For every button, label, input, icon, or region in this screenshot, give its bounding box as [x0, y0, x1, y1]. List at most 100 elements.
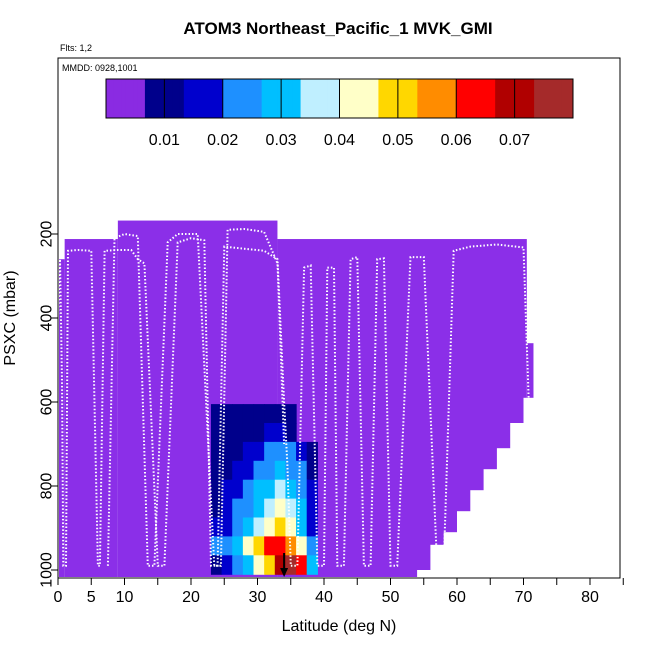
heat-cell: [253, 517, 265, 537]
heat-cell: [221, 555, 233, 575]
x-tick-label: 5: [87, 589, 96, 606]
heat-cell: [232, 441, 244, 462]
colorbar-segment: [183, 79, 189, 118]
colorbar-segment: [195, 79, 200, 118]
colorbar-segment: [335, 79, 340, 118]
colorbar-segment: [191, 79, 197, 118]
heat-cell: [274, 498, 287, 519]
colorbar-segment: [109, 79, 115, 118]
heat-cell: [296, 460, 308, 481]
colorbar-segment: [238, 79, 243, 118]
colorbar-segment: [537, 79, 543, 118]
colorbar-segment: [269, 79, 274, 118]
heat-cell: [253, 536, 265, 556]
colorbar-segment: [246, 79, 251, 118]
heat-cell: [264, 536, 276, 556]
colorbar-tick-label: 0.01: [149, 132, 180, 149]
y-tick-label: 600: [39, 389, 56, 416]
heat-cell: [210, 404, 223, 424]
colorbar-segment: [164, 79, 169, 118]
colorbar-segment: [495, 79, 500, 118]
colorbar-segment: [436, 79, 442, 118]
colorbar-segment: [530, 79, 535, 118]
colorbar-segment: [432, 79, 438, 118]
heat-cell: [306, 441, 318, 462]
colorbar-segment: [502, 79, 508, 118]
colorbar-segment: [358, 79, 364, 118]
heat-cell: [210, 423, 223, 443]
heat-cell: [296, 498, 308, 519]
colorbar-segment: [106, 79, 111, 118]
heat-cell: [264, 423, 276, 443]
colorbar-segment: [172, 79, 177, 118]
colorbar-segment: [152, 79, 158, 118]
flights-label: Flts: 1,2: [60, 43, 92, 53]
colorbar-segment: [249, 79, 255, 118]
colorbar-segment: [569, 79, 574, 118]
colorbar-segment: [222, 79, 228, 118]
x-tick-label: 80: [581, 589, 599, 606]
colorbar-segment: [545, 79, 551, 118]
heat-cell: [242, 423, 255, 443]
colorbar-segment: [331, 79, 337, 118]
colorbar-segment: [440, 79, 446, 118]
y-tick-label: 1000: [39, 552, 56, 588]
y-tick-label: 200: [39, 221, 56, 248]
colorbar-segment: [179, 79, 185, 118]
heat-cell: [242, 441, 255, 462]
colorbar-segment: [230, 79, 235, 118]
arrow-head: [280, 568, 289, 577]
colorbar-segment: [300, 79, 305, 118]
x-tick-label: 30: [249, 589, 267, 606]
colorbar-segment: [168, 79, 173, 118]
colorbar-segment: [471, 79, 477, 118]
heat-cell: [221, 498, 233, 519]
colorbar-segment: [487, 79, 492, 118]
heat-cell: [253, 498, 265, 519]
colorbar-segment: [133, 79, 138, 118]
heat-cell: [210, 517, 223, 537]
y-axis-label: PSXC (mbar): [2, 270, 19, 365]
location-arrow: [280, 553, 289, 577]
colorbar-segment: [141, 79, 146, 118]
colorbar-segment: [374, 79, 379, 118]
heat-cell: [253, 479, 265, 500]
heat-cell: [285, 479, 297, 500]
colorbar-segment: [226, 79, 232, 118]
heat-cell: [264, 441, 276, 462]
colorbar-segment: [320, 79, 325, 118]
colorbar-tick-label: 0.02: [207, 132, 238, 149]
colorbar-segment: [218, 79, 224, 118]
x-tick-label: 60: [448, 589, 466, 606]
white-step-8: [417, 570, 536, 578]
heat-cell: [221, 460, 233, 481]
colorbar-segment: [561, 79, 566, 118]
colorbar-segment: [144, 79, 150, 118]
colorbar: [105, 78, 574, 119]
colorbar-segment: [378, 79, 383, 118]
x-tick-label: 50: [382, 589, 400, 606]
heat-cell: [221, 517, 233, 537]
heat-cell: [232, 536, 244, 556]
colorbar-segment: [234, 79, 239, 118]
colorbar-segment: [382, 79, 387, 118]
colorbar-tick-label: 0.04: [324, 132, 355, 149]
colorbar-segment: [522, 79, 527, 118]
colorbar-segment: [518, 79, 523, 118]
heat-cell: [242, 517, 255, 537]
heat-cell: [306, 460, 318, 481]
heat-cell: [296, 555, 308, 575]
colorbar-segment: [277, 79, 282, 118]
colorbar-segment: [452, 79, 457, 118]
colorbar-segment: [203, 79, 208, 118]
heat-cell: [253, 555, 265, 575]
colorbar-segment: [553, 79, 558, 118]
colorbar-segment: [510, 79, 516, 118]
colorbar-segment: [339, 79, 344, 118]
heat-cell: [285, 460, 297, 481]
heat-cell: [221, 441, 233, 462]
heat-cell: [306, 536, 318, 556]
colorbar-segment: [483, 79, 488, 118]
colorbar-segment: [207, 79, 212, 118]
heat-cell: [285, 517, 297, 537]
